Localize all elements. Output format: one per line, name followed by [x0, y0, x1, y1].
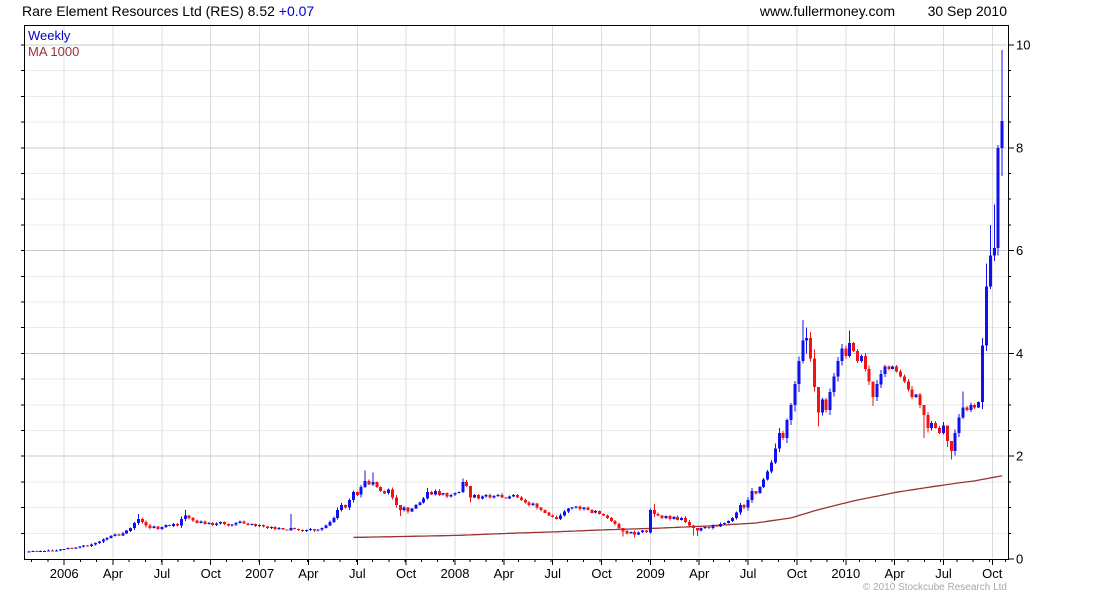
h-gridlines-major — [25, 44, 1007, 457]
x-axis-label: Oct — [982, 566, 1003, 581]
x-axis-label: Jul — [740, 566, 757, 581]
chart-header: Rare Element Resources Ltd (RES) 8.52 +0… — [22, 3, 314, 19]
x-axis-label: Jul — [349, 566, 366, 581]
x-axis-label: Apr — [298, 566, 319, 581]
x-axis-ticks — [31, 560, 1007, 565]
legend-ma1000: MA 1000 — [28, 44, 80, 59]
y-axis-label: 10 — [1016, 38, 1030, 53]
y-axis-label: 4 — [1016, 346, 1023, 361]
copyright-notice: © 2010 Stockcube Research Ltd — [862, 582, 1007, 593]
x-axis-label: Apr — [494, 566, 515, 581]
x-axis-label: Oct — [787, 566, 808, 581]
x-axis-label: 2010 — [831, 566, 860, 581]
y-axis-ticks — [21, 44, 1014, 560]
plot-frame — [24, 25, 1009, 560]
chart-legend: Weekly MA 1000 — [28, 28, 79, 60]
x-axis-label: 2007 — [245, 566, 274, 581]
legend-weekly: Weekly — [28, 28, 71, 43]
x-axis-label: Oct — [396, 566, 417, 581]
chart-date: 30 Sep 2010 — [927, 3, 1007, 19]
x-axis-label: Apr — [689, 566, 710, 581]
x-axis-label: Jul — [544, 566, 561, 581]
x-axis-label: Apr — [103, 566, 124, 581]
x-axis-labels: 2006 Apr Jul Oct 2007 Apr Jul Oct 2008 Apr Jul Oct 2… — [50, 566, 1003, 581]
y-axis-label: 2 — [1016, 449, 1023, 464]
y-axis-labels: 0 2 4 6 8 10 — [1016, 38, 1030, 567]
y-axis-label: 8 — [1016, 140, 1023, 155]
x-axis-label: Jul — [154, 566, 171, 581]
chart-title: Rare Element Resources Ltd (RES) 8.52 — [22, 3, 275, 19]
x-axis-label: Oct — [201, 566, 222, 581]
x-axis-label: Jul — [935, 566, 952, 581]
y-axis-label: 6 — [1016, 243, 1023, 258]
x-axis-label: Apr — [884, 566, 905, 581]
x-axis-label: 2008 — [441, 566, 470, 581]
fullermoney-link: www.fullermoney.com — [759, 3, 895, 19]
v-gridlines — [63, 26, 993, 558]
x-axis-label: 2009 — [636, 566, 665, 581]
price-change: +0.07 — [278, 3, 315, 19]
x-axis-label: 2006 — [50, 566, 79, 581]
ma-1000-line — [353, 475, 1003, 539]
y-axis-label: 0 — [1016, 552, 1023, 567]
x-axis-label: Oct — [591, 566, 612, 581]
h-gridlines-minor — [25, 70, 1007, 534]
candlesticks — [27, 50, 1004, 553]
